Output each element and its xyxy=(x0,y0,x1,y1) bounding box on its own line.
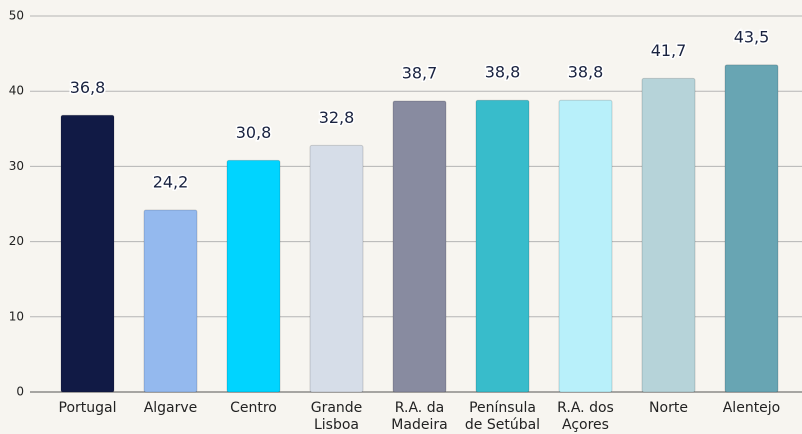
x-tick-label: Norte xyxy=(649,400,688,416)
y-tick-label: 40 xyxy=(9,84,24,98)
bar xyxy=(60,114,115,393)
y-tick-label: 10 xyxy=(9,309,24,323)
bar xyxy=(392,100,447,393)
x-tick-label: Alentejo xyxy=(722,400,781,416)
x-tick-label: Centro xyxy=(230,400,277,416)
y-tick-label: 50 xyxy=(9,9,24,23)
bar xyxy=(558,99,613,393)
x-tick-label: Portugal xyxy=(58,400,117,416)
value-label: 36,8 xyxy=(70,78,106,97)
value-label: 30,8 xyxy=(236,123,272,142)
bar xyxy=(226,159,281,393)
y-tick-label: 0 xyxy=(16,385,24,399)
bar xyxy=(641,77,696,393)
x-tick-label: Algarve xyxy=(143,400,198,416)
value-label: 24,2 xyxy=(153,173,189,192)
bar xyxy=(309,144,364,393)
x-tick-label: R.A. dos Açores xyxy=(557,400,614,433)
value-label: 41,7 xyxy=(651,41,687,60)
x-tick-label: Península de Setúbal xyxy=(464,400,541,433)
y-tick-label: 20 xyxy=(9,234,24,248)
value-label: 38,7 xyxy=(402,63,438,82)
x-tick-label: Grande Lisboa xyxy=(310,400,363,433)
value-label: 32,8 xyxy=(319,108,355,127)
bar xyxy=(724,64,779,393)
value-label: 38,8 xyxy=(568,63,604,82)
x-tick-label: R.A. da Madeira xyxy=(391,400,448,433)
bar xyxy=(475,99,530,393)
value-label: 43,5 xyxy=(734,27,770,46)
bar xyxy=(143,209,198,393)
y-tick-label: 30 xyxy=(9,159,24,173)
value-label: 38,8 xyxy=(485,63,521,82)
